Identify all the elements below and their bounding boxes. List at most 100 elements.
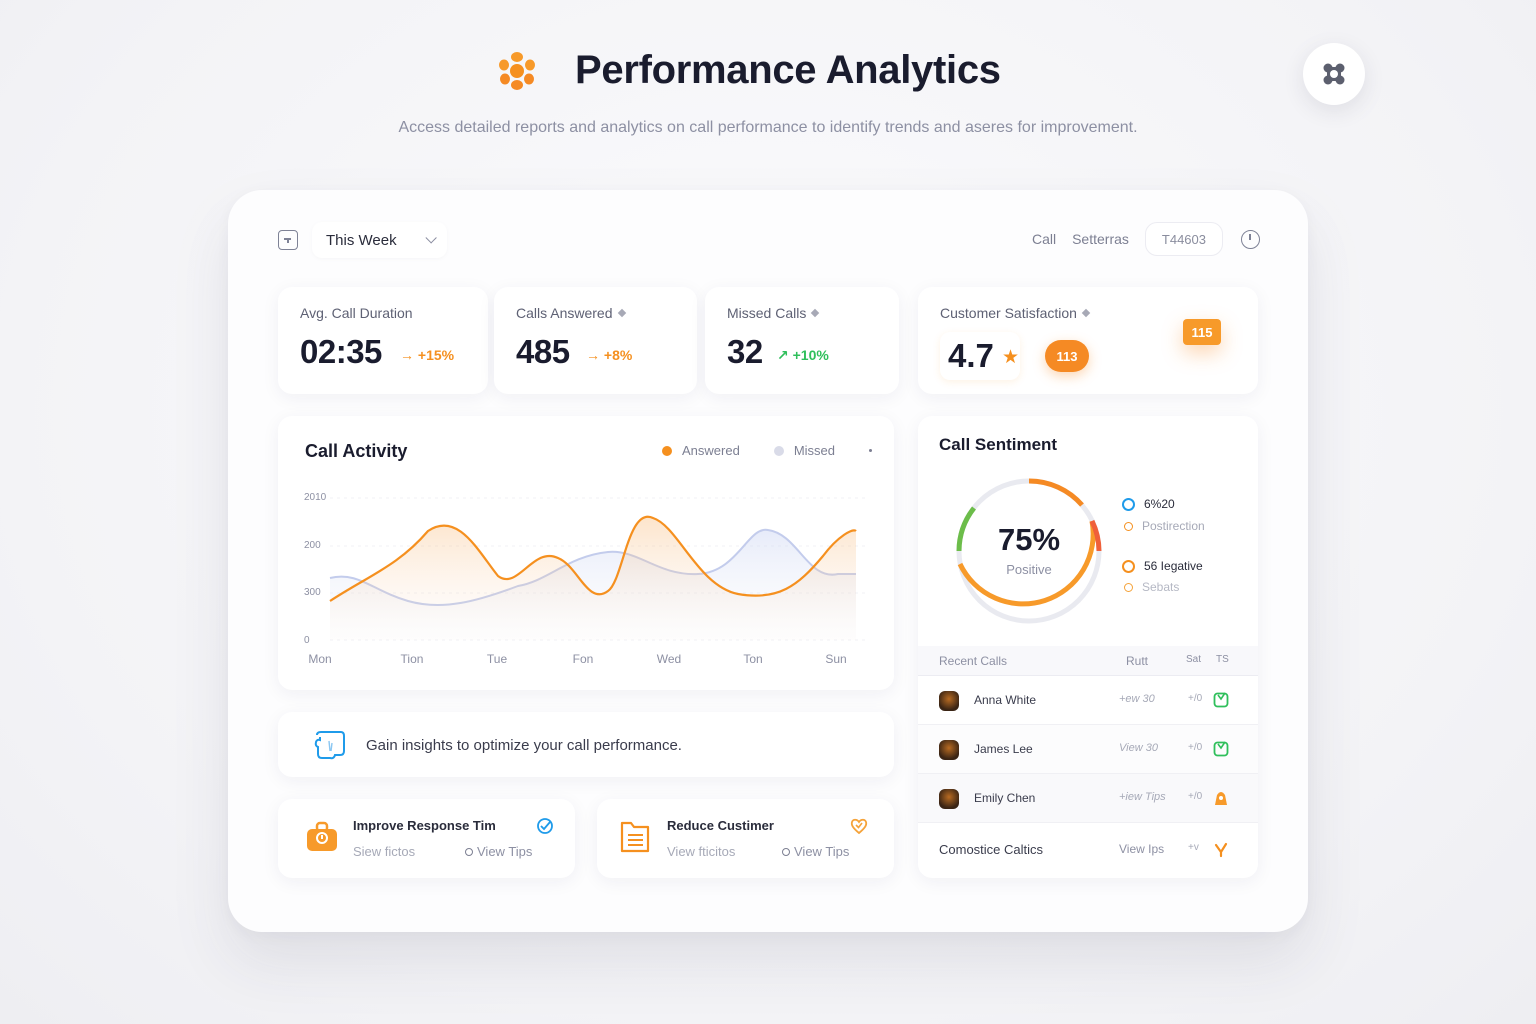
kpi-card-avg-duration[interactable]: Avg. Call Duration 02:35 → +15% <box>278 287 488 394</box>
x-tick: Mon <box>308 652 332 666</box>
view-tips-link[interactable]: View Tips <box>782 844 849 859</box>
legend-item-answered[interactable]: Answered <box>662 443 740 458</box>
star-icon: ★ <box>1002 347 1020 368</box>
calendar-icon[interactable] <box>278 230 298 250</box>
call-meta: +/0 <box>1188 791 1203 802</box>
caller-name: Anna White <box>974 693 1037 707</box>
tip-card-reduce-customer[interactable]: Reduce Custimer View fticitos View Tips <box>597 799 894 878</box>
call-activity-chart <box>329 497 866 641</box>
caller-name: Emily Chen <box>974 791 1036 805</box>
toolbar-link-call[interactable]: Call <box>1031 231 1057 247</box>
orange-ring-icon <box>1124 521 1133 531</box>
chevron-down-icon <box>425 232 437 244</box>
column-header[interactable]: Sat <box>1186 654 1202 665</box>
avatar <box>939 789 959 809</box>
toolbar-left: This Week <box>278 222 447 258</box>
y-tick: 200 <box>304 540 321 551</box>
footer-meta: +v <box>1188 842 1199 853</box>
period-select[interactable]: This Week <box>312 222 447 258</box>
csat-badge-round: 113 <box>1045 340 1089 372</box>
recent-call-row[interactable]: James Lee View 30 +/0 <box>918 725 1258 774</box>
caret-icon <box>617 308 626 318</box>
more-dot-icon[interactable] <box>869 449 872 452</box>
toolbar-pill[interactable]: T44603 <box>1144 222 1223 256</box>
recent-call-row[interactable]: Emily Chen +iew Tips +/0 <box>918 774 1258 823</box>
kpi-card-missed-calls[interactable]: Missed Calls 32 ↗ +10% <box>705 287 899 394</box>
kpi-label: Calls Answered <box>516 305 626 321</box>
x-tick: Sun <box>825 652 847 666</box>
trend-arrow-icon: → <box>586 347 604 363</box>
clock-icon[interactable] <box>1241 229 1260 249</box>
toolbar-link-settings[interactable]: Setterras <box>1072 231 1129 247</box>
briefcase-icon <box>307 821 337 851</box>
page-header: Performance Analytics <box>0 46 1536 106</box>
csat-badge-square: 115 <box>1183 319 1221 345</box>
recent-call-row[interactable]: Anna White +ew 30 +/0 <box>918 676 1258 725</box>
x-tick: Tue <box>486 652 508 666</box>
footer-label: Comostice Caltics <box>939 842 1044 857</box>
sentiment-label: Positive <box>1006 562 1052 577</box>
call-duration: +ew 30 <box>1119 693 1155 705</box>
avatar <box>939 691 959 711</box>
toolbar-right: Call Setterras T44603 <box>1032 222 1260 256</box>
phone-chat-icon <box>314 731 345 760</box>
footer-link[interactable]: View Ips <box>1119 842 1165 856</box>
sentiment-legend-item: Postirection <box>1124 519 1205 533</box>
y-tick: 2010 <box>304 492 327 503</box>
settings-cog-icon <box>1323 63 1345 85</box>
csat-score-box: 4.7 ★ <box>940 332 1020 380</box>
kpi-card-customer-satisfaction[interactable]: Customer Satisfaction 4.7 ★ 113 115 <box>918 287 1258 394</box>
kpi-label: Customer Satisfaction <box>940 305 1091 321</box>
kpi-label: Missed Calls <box>727 305 820 321</box>
call-activity-card: Call Activity Answered Missed 2010 200 3… <box>278 416 894 690</box>
orange-status-icon <box>1215 792 1227 805</box>
x-tick: Fon <box>572 652 594 666</box>
view-tips-link[interactable]: View Tips <box>465 844 532 859</box>
kpi-label: Avg. Call Duration <box>300 305 413 321</box>
document-list-icon <box>620 821 650 853</box>
x-tick: Tion <box>400 652 424 666</box>
insight-banner[interactable]: Gain insights to optimize your call perf… <box>278 712 894 777</box>
green-status-icon <box>1213 741 1229 757</box>
tip-subtitle: Siew fictos <box>353 844 416 859</box>
kpi-value: 32 <box>727 333 763 370</box>
sentiment-percent: 75% <box>997 522 1061 557</box>
period-select-label: This Week <box>326 231 397 249</box>
kpi-value: 485 <box>516 333 570 370</box>
chart-legend: Answered Missed <box>662 443 872 458</box>
recent-calls-footer[interactable]: Comostice Caltics View Ips +v <box>918 824 1258 873</box>
circle-icon <box>465 847 473 856</box>
page-subtitle: Access detailed reports and analytics on… <box>398 119 1138 136</box>
call-sentiment-card: Call Sentiment 75% Positive 6%20 Postire… <box>918 416 1258 878</box>
settings-button[interactable] <box>1303 43 1365 105</box>
gray-dot-icon <box>773 445 784 456</box>
tip-card-response-time[interactable]: Improve Response Tim Siew fictos View Ti… <box>278 799 575 878</box>
tip-title: Reduce Custimer <box>667 818 774 833</box>
orange-ring-icon <box>1124 582 1133 592</box>
caller-name: James Lee <box>974 742 1033 756</box>
tip-subtitle: View fticitos <box>667 844 736 859</box>
green-status-icon <box>1213 692 1229 708</box>
call-duration: View 30 <box>1119 742 1158 754</box>
kpi-delta: ↗ +10% <box>777 347 829 363</box>
orange-check-icon <box>1214 842 1228 858</box>
recent-calls-title: Recent Calls <box>939 654 1008 668</box>
orange-flower-logo-icon <box>499 52 535 90</box>
trend-arrow-icon: → <box>400 347 418 363</box>
sentiment-title: Call Sentiment <box>939 435 1058 454</box>
orange-heart-badge-icon <box>850 818 868 835</box>
page-title: Performance Analytics <box>575 48 1001 92</box>
call-duration: +iew Tips <box>1119 791 1166 803</box>
sentiment-legend-item: 6%20 <box>1122 497 1175 511</box>
chart-title: Call Activity <box>305 441 408 461</box>
x-tick: Ton <box>743 652 763 666</box>
legend-item-missed[interactable]: Missed <box>773 443 835 458</box>
blue-ring-icon <box>1122 497 1135 511</box>
trend-up-icon: ↗ <box>777 347 793 363</box>
column-header[interactable]: TS <box>1216 654 1229 665</box>
column-header[interactable]: Rutt <box>1126 654 1149 668</box>
insight-text: Gain insights to optimize your call perf… <box>366 737 682 754</box>
kpi-card-calls-answered[interactable]: Calls Answered 485 → +8% <box>494 287 697 394</box>
y-tick: 0 <box>304 635 310 646</box>
orange-dot-icon <box>662 445 672 456</box>
